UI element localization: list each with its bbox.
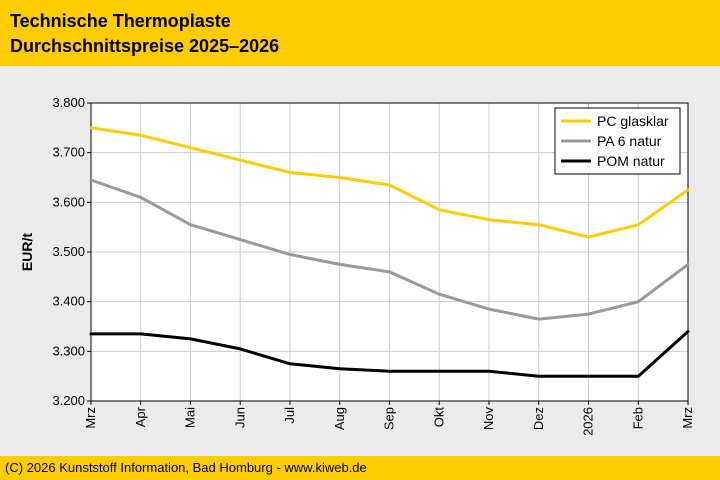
x-tick-label: Okt [431, 407, 446, 428]
copyright-text: (C) 2026 Kunststoff Information, Bad Hom… [5, 460, 367, 475]
x-tick-label: Nov [481, 407, 496, 431]
y-tick-label: 3.500 [52, 244, 85, 259]
legend-label: PA 6 natur [597, 133, 662, 149]
y-tick-label: 3.800 [52, 95, 85, 110]
legend-label: POM natur [597, 153, 665, 169]
series-line-1 [89, 126, 690, 239]
y-axis-label: EUR/t [19, 233, 35, 271]
plot-border [90, 102, 689, 402]
x-tick-label: Jun [232, 407, 247, 428]
y-tick-label: 3.200 [52, 393, 85, 408]
series-line-2 [89, 178, 690, 321]
x-tick-label: 2026 [581, 407, 596, 436]
y-tick-label: 3.600 [52, 194, 85, 209]
x-tick-label: Sep [382, 407, 397, 430]
line-chart: 3.200 3.300 3.400 3.500 3.600 3.700 3.800 Mrz Ap… [19, 95, 695, 436]
y-tick-label: 3.400 [52, 294, 85, 309]
x-tick-label: Mrz [680, 407, 695, 429]
x-tick-label: Dez [531, 407, 546, 430]
series-line-3 [89, 330, 690, 378]
x-tick-label: Mai [183, 407, 198, 428]
chart-header: Technische Thermoplaste Durchschnittspre… [0, 0, 720, 66]
x-tick-label: Jul [282, 407, 297, 424]
chart-title-line-2: Durchschnittspreise 2025–2026 [10, 36, 280, 56]
legend-label: PC glasklar [597, 113, 669, 129]
chart-footer: (C) 2026 Kunststoff Information, Bad Hom… [0, 456, 720, 480]
y-tick-label: 3.700 [52, 145, 85, 160]
x-tick-label: Apr [133, 406, 148, 427]
y-tick-label: 3.300 [52, 343, 85, 358]
x-tick-label: Mrz [83, 407, 98, 429]
x-tick-label: Feb [630, 407, 645, 429]
chart-title-line-1: Technische Thermoplaste [10, 11, 231, 31]
x-tick-label: Aug [332, 407, 347, 430]
